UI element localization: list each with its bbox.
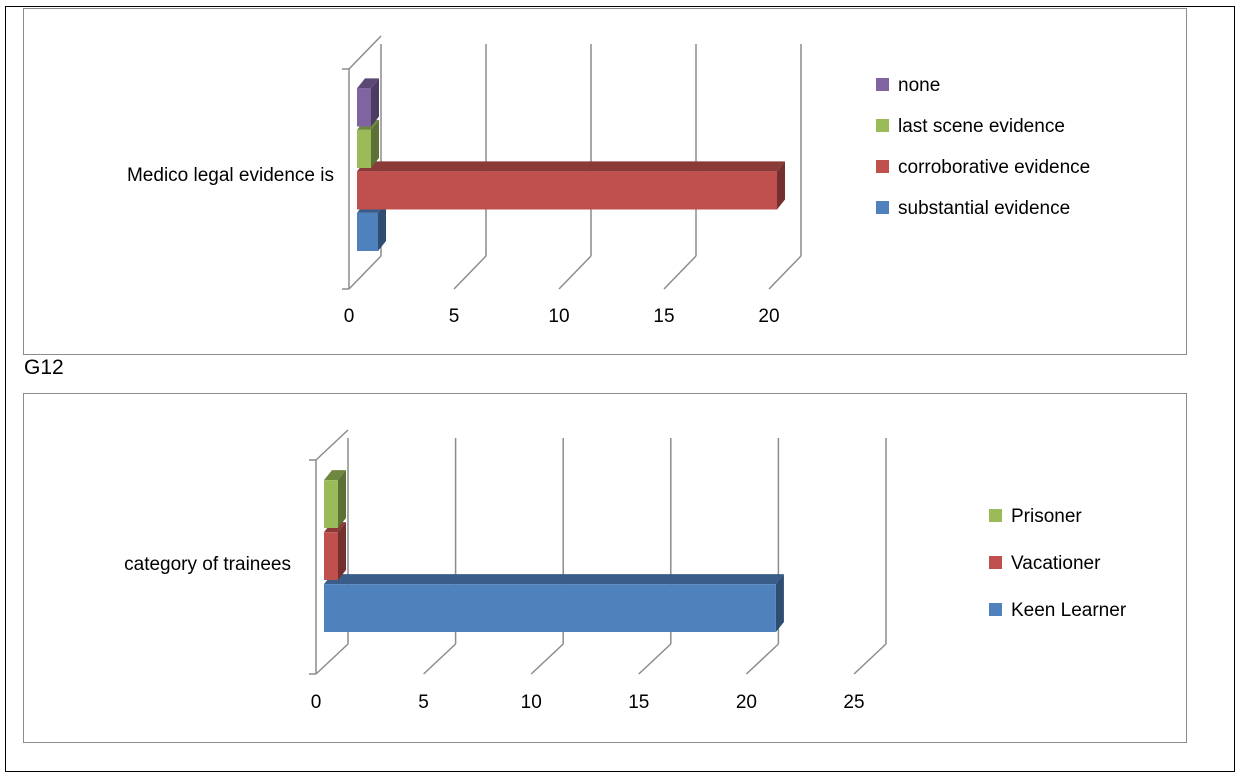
x-tick-label: 15 — [628, 692, 649, 713]
chart-trainees-svg: 0 5 10 15 20 25 category of trainees Prisoner Va… — [124, 429, 1127, 713]
chart-trainees: 0 5 10 15 20 25 category of trainees Prisoner Va… — [23, 393, 1187, 743]
category-label: category of trainees — [124, 554, 291, 575]
legend-label: none — [898, 75, 940, 96]
legend-swatch — [876, 160, 889, 173]
bar — [357, 88, 371, 127]
floor-line — [530, 643, 564, 675]
bar-side — [338, 522, 346, 580]
bar-side — [775, 574, 784, 632]
legend-label: Keen Learner — [1011, 600, 1127, 621]
floor-line — [558, 255, 592, 290]
x-tick-label: 5 — [449, 306, 460, 327]
figure-label: G12 — [24, 356, 64, 379]
floor-line — [315, 643, 349, 675]
legend-swatch — [876, 201, 889, 214]
legend-swatch — [876, 78, 889, 91]
x-tick-label: 10 — [521, 692, 542, 713]
bar-side — [371, 78, 379, 127]
x-tick-label: 10 — [548, 306, 569, 327]
x-tick-label: 15 — [653, 306, 674, 327]
bar-side — [338, 470, 346, 528]
legend-label: Prisoner — [1011, 506, 1082, 527]
bar — [357, 171, 777, 210]
bar-side — [777, 161, 785, 210]
document-cell — [5, 6, 1235, 772]
bar-top — [324, 574, 784, 585]
floor-line — [768, 255, 802, 290]
bar — [357, 129, 371, 168]
floor-line — [638, 643, 672, 675]
bar — [324, 584, 776, 632]
bar-top — [324, 470, 346, 481]
chart-medico-legal-svg: 0 5 10 15 20 Medico legal evidence is none last… — [127, 35, 1090, 327]
floor-line — [348, 255, 382, 290]
x-tick-label: 25 — [843, 692, 864, 713]
legend-swatch — [989, 556, 1002, 569]
legend-swatch — [989, 603, 1002, 616]
x-tick-label: 20 — [758, 306, 779, 327]
floor-line — [453, 255, 487, 290]
bar-side — [371, 119, 379, 168]
legend-swatch — [989, 509, 1002, 522]
x-tick-label: 0 — [311, 692, 322, 713]
wall-edge — [315, 429, 349, 461]
wall-edge — [348, 35, 382, 70]
x-tick-label: 20 — [736, 692, 757, 713]
legend-label: substantial evidence — [898, 198, 1070, 219]
legend-label: corroborative evidence — [898, 157, 1090, 178]
floor-line — [745, 643, 779, 675]
legend-label: Vacationer — [1011, 553, 1101, 574]
bar-top — [357, 161, 785, 172]
bar — [324, 532, 338, 580]
bar — [324, 480, 338, 528]
legend-swatch — [876, 119, 889, 132]
floor-line — [663, 255, 697, 290]
bar-side — [378, 202, 386, 251]
legend-label: last scene evidence — [898, 116, 1065, 137]
bar — [357, 212, 378, 251]
floor-line — [853, 643, 887, 675]
chart-medico-legal: 0 5 10 15 20 Medico legal evidence is none last… — [23, 8, 1187, 355]
x-tick-label: 5 — [418, 692, 429, 713]
floor-line — [423, 643, 457, 675]
x-tick-label: 0 — [344, 306, 355, 327]
category-label: Medico legal evidence is — [127, 165, 334, 186]
bar-top — [357, 78, 379, 89]
